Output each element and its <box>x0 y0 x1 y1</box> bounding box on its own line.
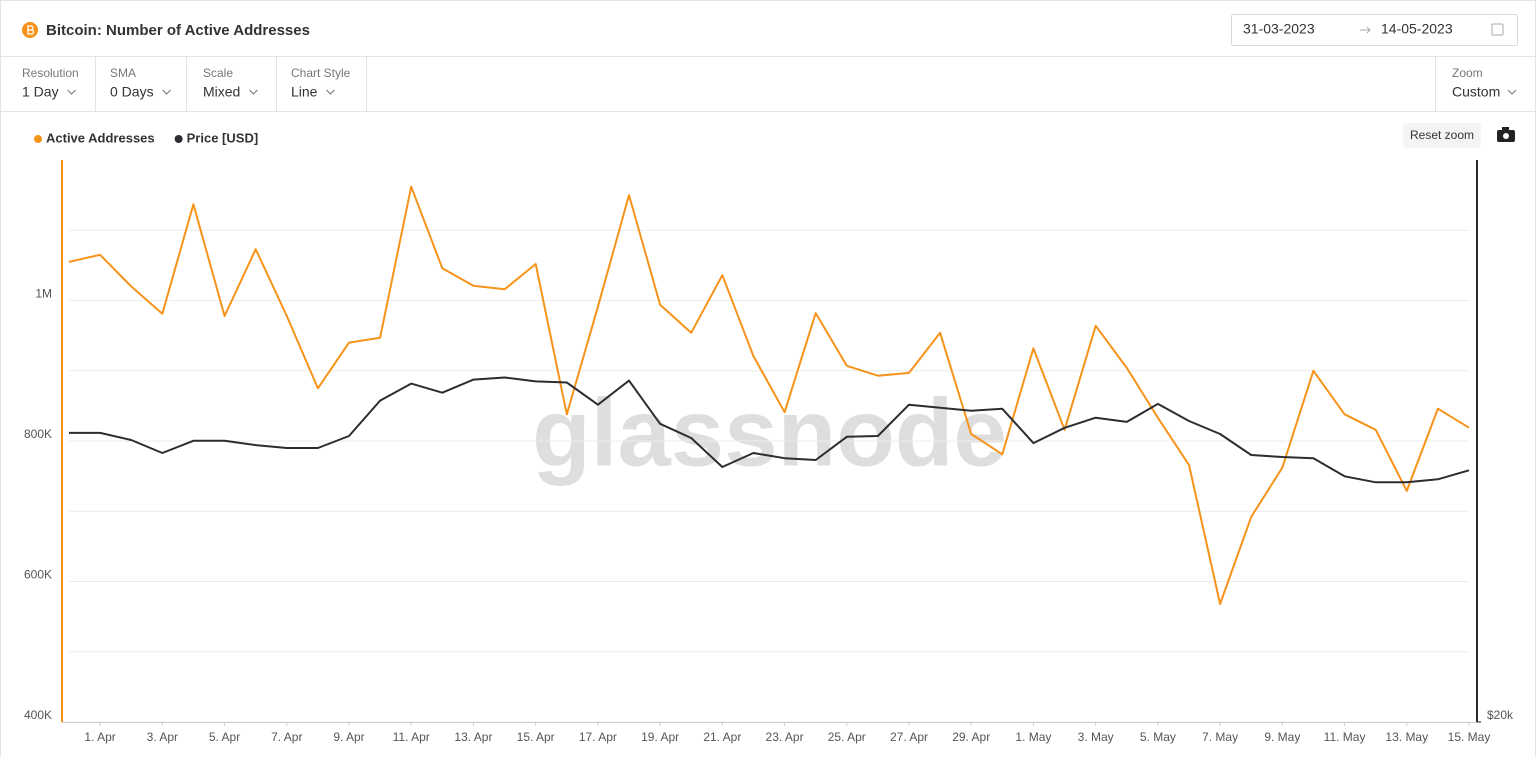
x-tick-label: 3. Apr <box>147 730 178 744</box>
control-value[interactable]: Line <box>291 84 318 100</box>
date-arrow <box>1360 26 1371 34</box>
x-tick-label: 3. May <box>1078 730 1114 744</box>
x-tick-label: 11. May <box>1324 730 1366 744</box>
legend-marker <box>174 135 183 143</box>
chevron <box>1507 89 1517 95</box>
page-title: Bitcoin: Number of Active Addresses <box>46 22 310 39</box>
x-tick-label: 1. May <box>1015 730 1051 744</box>
zoom-value[interactable]: Custom <box>1452 84 1500 100</box>
y-tick-label: 400K <box>24 708 52 722</box>
chevron <box>162 89 171 95</box>
control-value[interactable]: 0 Days <box>110 84 154 100</box>
x-tick-label: 13. May <box>1385 730 1428 744</box>
camera-icon-top <box>1502 127 1509 131</box>
date-from[interactable]: 31-03-2023 <box>1243 21 1315 37</box>
chevron <box>249 89 258 95</box>
x-tick-label: 25. Apr <box>828 730 866 744</box>
reset-zoom[interactable]: Reset zoom <box>1410 128 1474 142</box>
control-value[interactable]: Mixed <box>203 84 240 100</box>
x-tick-label: 11. Apr <box>393 730 430 744</box>
legend-label[interactable]: Active Addresses <box>46 130 155 145</box>
chevron <box>67 89 76 95</box>
x-tick-label: 17. Apr <box>579 730 617 744</box>
x-tick-label: 27. Apr <box>890 730 928 744</box>
x-tick-label: 13. Apr <box>454 730 492 744</box>
legend-marker <box>34 135 42 143</box>
y-tick-label: 1M <box>35 287 52 301</box>
camera-lens <box>1503 133 1509 139</box>
watermark: glassnode <box>532 379 1007 486</box>
control-label: SMA <box>110 66 136 80</box>
legend-label[interactable]: Price [USD] <box>187 130 259 145</box>
zoom-label: Zoom <box>1452 66 1483 80</box>
x-tick-label: 7. Apr <box>271 730 302 744</box>
date-picker[interactable] <box>1231 14 1518 46</box>
x-tick-label: 21. Apr <box>703 730 741 744</box>
reset-zoom-button[interactable] <box>1403 123 1481 148</box>
x-tick-label: 23. Apr <box>766 730 804 744</box>
date-to[interactable]: 14-05-2023 <box>1381 21 1453 37</box>
x-tick-label: 9. Apr <box>333 730 364 744</box>
chevron <box>326 89 335 95</box>
x-tick-label: 15. Apr <box>517 730 555 744</box>
x-tick-label: 1. Apr <box>84 730 115 744</box>
control-label: Scale <box>203 66 233 80</box>
bitcoin-glyph <box>27 25 35 35</box>
y-tick-label: 800K <box>24 427 52 441</box>
series-line <box>68 185 1470 605</box>
x-tick-label: 9. May <box>1264 730 1300 744</box>
y-tick-label: 600K <box>24 568 52 582</box>
x-tick-label: 7. May <box>1202 730 1238 744</box>
x-tick-label: 15. May <box>1448 730 1491 744</box>
x-tick-label: 29. Apr <box>952 730 990 744</box>
control-label: Chart Style <box>291 66 351 80</box>
control-label: Resolution <box>22 66 79 80</box>
calendar-icon[interactable] <box>1491 23 1504 36</box>
series-line <box>69 376 1470 484</box>
x-tick-label: 19. Apr <box>641 730 679 744</box>
y2-tick-label: $20k <box>1487 708 1514 722</box>
x-tick-label: 5. May <box>1140 730 1176 744</box>
x-tick-label: 5. Apr <box>209 730 240 744</box>
control-value[interactable]: 1 Day <box>22 84 59 100</box>
